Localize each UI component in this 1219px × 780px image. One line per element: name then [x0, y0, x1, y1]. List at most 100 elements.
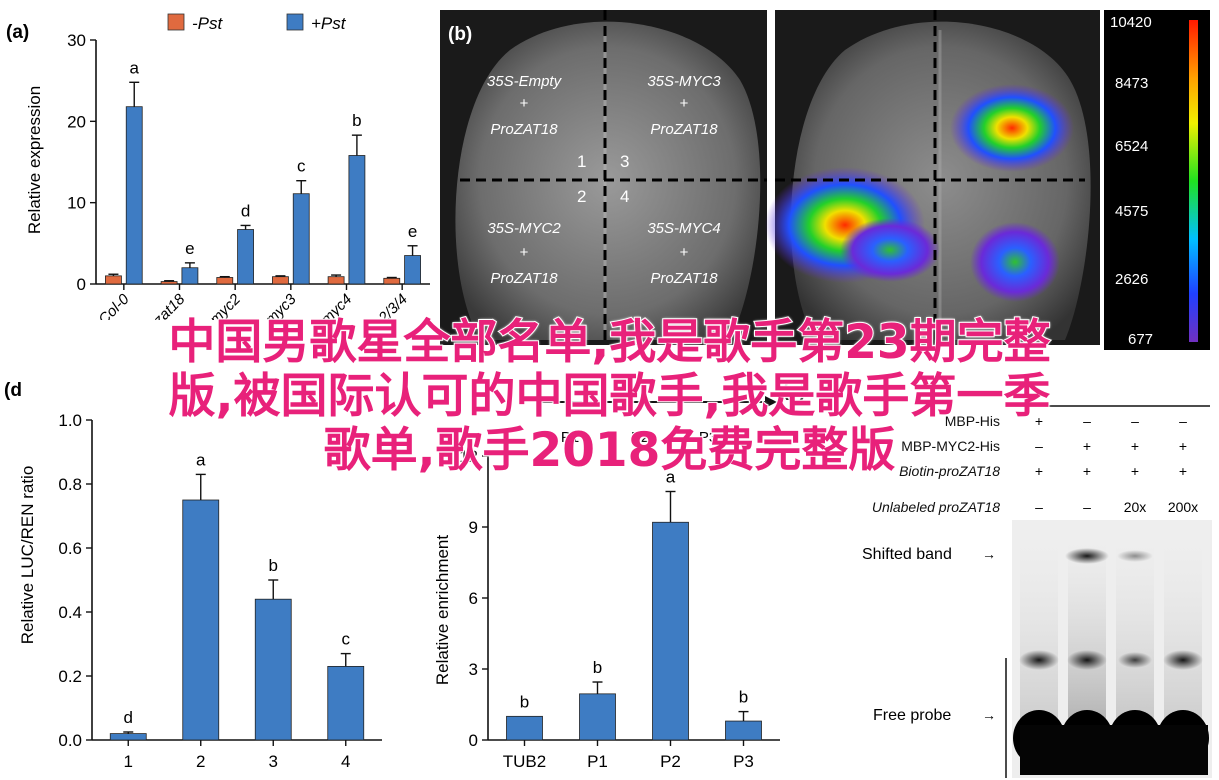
lane-sign: –	[1035, 438, 1043, 454]
bars: b b a b	[506, 468, 762, 741]
significance-letter: b	[520, 692, 529, 711]
bars: a e d c b e	[105, 58, 421, 285]
x-tick-labels: TUB2 P1 P2 P3	[503, 740, 754, 771]
legend-label-neg: -Pst	[192, 14, 224, 33]
y-tick-label: 3	[469, 660, 478, 679]
legend: -Pst +Pst	[167, 13, 347, 33]
lane-sign: –	[1035, 499, 1043, 515]
x-tick-label: TUB2	[503, 752, 546, 771]
x-tick-label: P1	[587, 752, 608, 771]
significance-letter: a	[129, 58, 139, 77]
x-tick-label: 3	[269, 752, 278, 771]
x-tick-labels: 1 2 3 4	[124, 740, 350, 771]
schematic-p3: P3	[699, 429, 717, 446]
bar	[725, 720, 762, 741]
significance-letter: e	[185, 239, 194, 258]
lane-sign: +	[1083, 438, 1091, 454]
row-label-mbp-myc2-his: MBP-MYC2-His	[901, 438, 1000, 454]
bar	[105, 275, 122, 285]
bar	[327, 665, 365, 741]
lane-sign: 20x	[1124, 499, 1147, 515]
y-tick-label: 12	[459, 447, 478, 466]
shifted-band-label: Shifted band	[862, 546, 952, 563]
significance-letter: d	[124, 708, 133, 727]
y-ticks: 0.0 0.2 0.4 0.6 0.8 1.0	[58, 411, 92, 750]
significance-letter: c	[297, 157, 306, 176]
y-axis-label: Relative LUC/REN ratio	[18, 466, 37, 645]
schematic-p2: P2	[631, 429, 649, 446]
q3-target: ProZAT18	[650, 121, 718, 138]
bar	[327, 276, 345, 285]
colorbar-tick-5: 677	[1128, 331, 1153, 348]
bar	[272, 276, 289, 285]
lane-sign: +	[1179, 438, 1187, 454]
lane-sign: +	[1035, 463, 1043, 479]
q-number-4: 4	[620, 187, 629, 206]
y-tick-label: 9	[469, 518, 478, 537]
x-tick-labels: Col-0 zat18 myc2 myc3 myc4 myc2/3/4	[95, 284, 411, 320]
y-tick-label: 6	[469, 589, 478, 608]
bar	[125, 106, 143, 285]
significance-letter: a	[666, 468, 676, 487]
x-tick-label: 1	[124, 752, 133, 771]
panel-e: (e) Relative enrichment P1 P2 P3 036912 …	[433, 380, 806, 771]
lane-sign: +	[1131, 438, 1139, 454]
mid-band-lane-4	[1163, 650, 1203, 670]
y-tick-label: 0.8	[58, 475, 82, 494]
y-ticks: 0 10 20 30	[67, 31, 96, 294]
panel-a-label: (a)	[6, 22, 29, 43]
colorbar-tick-4: 2626	[1115, 271, 1148, 288]
x-tick-label: Col-0	[95, 290, 133, 320]
bar	[348, 155, 366, 285]
panel-b: (b) 35S-Empty + ProZAT18 35S-MYC3 + ProZ…	[440, 10, 1210, 350]
bar	[292, 193, 310, 285]
row-label-mbp-his: MBP-His	[945, 413, 1000, 429]
x-tick-label: zat18	[150, 290, 189, 320]
signal-myc2b	[840, 218, 940, 282]
bar	[181, 267, 199, 285]
shifted-band-lane-2	[1065, 548, 1109, 564]
y-tick-label: 30	[67, 31, 86, 50]
schematic-arrow	[765, 396, 777, 408]
significance-letter: c	[342, 630, 351, 649]
y-tick-label: 0	[469, 731, 478, 750]
x-tick-label: myc3	[262, 290, 300, 320]
signal-myc4	[970, 222, 1060, 302]
q1-promoter: 35S-Empty	[487, 73, 563, 90]
schematic-p1: P1	[561, 429, 579, 446]
free-probe-label: Free probe	[873, 707, 951, 724]
colorbar-tick-3: 4575	[1115, 203, 1148, 220]
x-tick-label: myc2	[207, 290, 245, 320]
lane-sign: +	[1083, 463, 1091, 479]
q3-promoter: 35S-MYC3	[647, 73, 721, 90]
q4-promoter: 35S-MYC4	[647, 220, 720, 237]
q-number-3: 3	[620, 152, 629, 171]
mid-band-lane-2	[1067, 650, 1107, 670]
shifted-band-arrow: →	[982, 546, 996, 562]
y-tick-label: 0	[77, 275, 86, 294]
bar	[254, 598, 292, 741]
mid-band-lane-1	[1019, 650, 1059, 670]
q2-plus: +	[520, 244, 529, 261]
significance-letter: a	[196, 450, 206, 469]
q1-target: ProZAT18	[490, 121, 558, 138]
significance-letter: b	[739, 688, 748, 707]
colorbar-tick-0: 10420	[1110, 14, 1152, 31]
y-tick-label: 20	[67, 112, 86, 131]
bar	[383, 277, 401, 285]
q4-plus: +	[680, 244, 689, 261]
signal-myc3	[950, 84, 1074, 172]
free-probe-arrow: →	[982, 707, 996, 723]
bar	[160, 281, 178, 285]
bar	[109, 733, 147, 741]
lane-conditions: + – – – – + + + + + + + – – 20x 200x	[1035, 413, 1198, 515]
significance-letter: b	[269, 556, 278, 575]
x-tick-label: 4	[341, 752, 350, 771]
legend-swatch-neg	[167, 13, 185, 31]
free-probe-base	[1020, 725, 1208, 775]
lane-sign: –	[1083, 413, 1091, 429]
y-axis-label: Relative enrichment	[433, 535, 452, 686]
promoter-schematic: P1 P2 P3	[540, 396, 777, 446]
panel-e-label: (e)	[783, 380, 806, 401]
row-label-biotin: Biotin-proZAT18	[899, 463, 1000, 479]
